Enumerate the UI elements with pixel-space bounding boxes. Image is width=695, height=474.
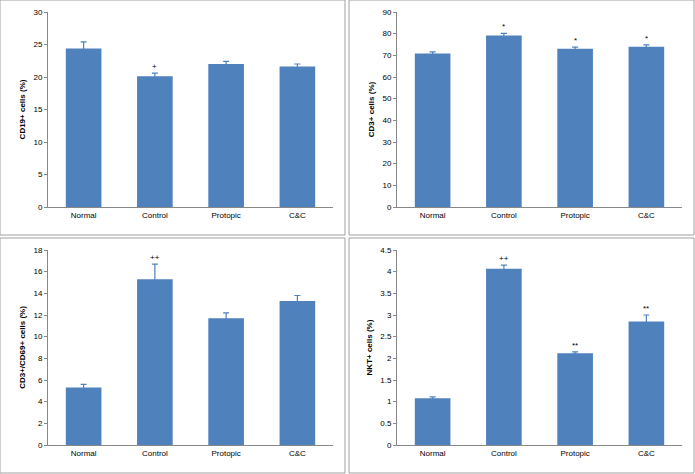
svg-text:+: + [152,62,157,71]
svg-text:Protopic: Protopic [560,211,589,220]
svg-text:0: 0 [387,441,392,450]
svg-text:2: 2 [38,419,43,428]
svg-text:10: 10 [382,181,391,190]
svg-text:0: 0 [38,203,43,212]
svg-text:Control: Control [142,449,168,458]
svg-text:**: ** [643,304,649,313]
svg-text:Protopic: Protopic [560,449,589,458]
svg-text:C&C: C&C [638,211,655,220]
svg-text:3.5: 3.5 [380,289,392,298]
svg-text:25: 25 [33,40,42,49]
svg-text:Normal: Normal [420,449,446,458]
svg-text:Control: Control [142,211,168,220]
svg-text:14: 14 [33,289,42,298]
svg-text:Normal: Normal [71,449,97,458]
svg-text:++: ++ [150,253,160,262]
svg-text:CD19+ cells (%): CD19+ cells (%) [18,79,27,139]
svg-text:18: 18 [33,246,42,255]
svg-text:CD3+/CD69+ cells (%): CD3+/CD69+ cells (%) [18,306,27,389]
svg-text:4.5: 4.5 [380,246,392,255]
svg-text:C&C: C&C [638,449,655,458]
svg-text:90: 90 [382,8,391,17]
svg-text:Normal: Normal [71,211,97,220]
svg-text:16: 16 [33,267,42,276]
svg-text:**: ** [572,341,578,350]
svg-text:C&C: C&C [289,211,306,220]
svg-text:30: 30 [33,8,42,17]
svg-text:40: 40 [382,116,391,125]
svg-text:5: 5 [38,170,43,179]
svg-text:3: 3 [387,311,392,320]
svg-text:Protopic: Protopic [211,211,240,220]
svg-text:C&C: C&C [289,449,306,458]
svg-text:50: 50 [382,94,391,103]
svg-text:Control: Control [491,449,517,458]
svg-text:15: 15 [33,105,42,114]
svg-text:60: 60 [382,73,391,82]
svg-text:4: 4 [387,267,392,276]
svg-text:0: 0 [387,203,392,212]
svg-text:CD3+ cells (%): CD3+ cells (%) [367,81,376,137]
svg-text:2: 2 [387,354,392,363]
svg-text:10: 10 [33,138,42,147]
svg-text:Protopic: Protopic [211,449,240,458]
svg-text:6: 6 [38,376,43,385]
svg-text:0.5: 0.5 [380,419,392,428]
svg-text:NKT+ cells (%): NKT+ cells (%) [365,319,374,375]
svg-text:*: * [502,22,505,31]
svg-text:2.5: 2.5 [380,332,392,341]
svg-text:0: 0 [38,441,43,450]
svg-text:70: 70 [382,51,391,60]
svg-text:4: 4 [38,397,43,406]
svg-text:30: 30 [382,138,391,147]
svg-text:12: 12 [33,311,42,320]
svg-text:++: ++ [499,254,509,263]
svg-text:*: * [574,36,577,45]
svg-text:10: 10 [33,332,42,341]
svg-text:1: 1 [387,397,392,406]
svg-text:*: * [645,34,648,43]
svg-text:Normal: Normal [420,211,446,220]
svg-text:1.5: 1.5 [380,376,392,385]
svg-text:20: 20 [33,73,42,82]
svg-text:20: 20 [382,159,391,168]
svg-text:8: 8 [38,354,43,363]
svg-text:Control: Control [491,211,517,220]
svg-text:80: 80 [382,29,391,38]
